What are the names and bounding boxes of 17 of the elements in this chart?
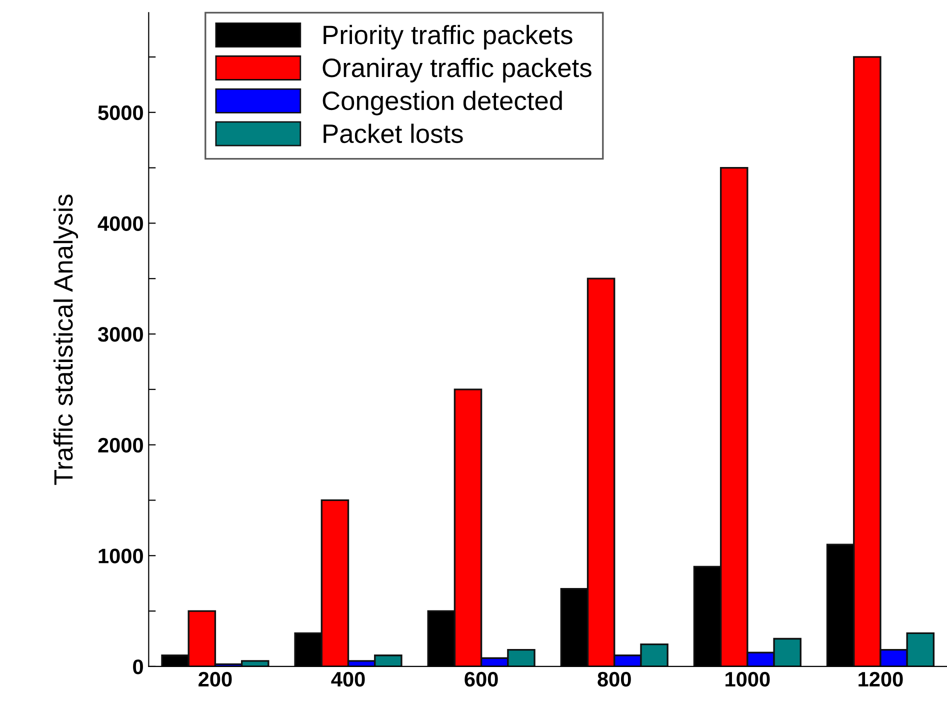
x-tick-label: 1000 [726,672,770,687]
x-tick-label: 200 [198,672,232,687]
y-tick-label: 4000 [98,216,143,231]
y-tick-label: 5000 [98,105,143,120]
legend-label: Congestion detected [322,90,562,116]
x-tick-label: 600 [464,672,498,687]
legend-label: Packet losts [324,124,463,144]
y-tick-label: 1000 [98,548,143,564]
legend-label: Oraniray traffic packets [322,58,592,82]
y-tick-label: 3000 [98,327,143,342]
x-tick-label: 1200 [858,672,903,687]
y-tick-label: 0 [133,659,143,674]
x-tick-label: 400 [331,672,365,687]
y-tick-label: 2000 [98,438,143,453]
legend-label: Priority traffic packets [324,24,572,50]
x-tick-label: 800 [598,672,631,687]
y-axis-title: Traffic statistical Analysis [53,194,78,485]
